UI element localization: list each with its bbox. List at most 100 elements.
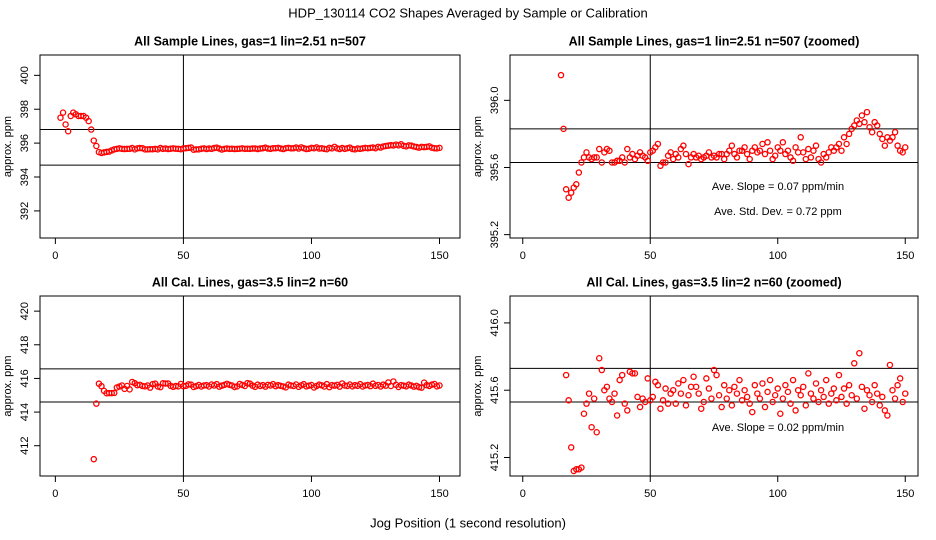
data-point [705, 385, 713, 392]
data-point [889, 134, 896, 141]
data-point [766, 147, 774, 154]
data-point [87, 126, 95, 133]
x-tick-label: 50 [644, 488, 656, 500]
data-point [856, 349, 863, 357]
data-point [629, 370, 636, 377]
data-point [90, 455, 98, 463]
data-point [756, 395, 764, 402]
data-point [784, 147, 792, 154]
data-point [567, 444, 575, 451]
data-point [828, 390, 835, 397]
x-tick-label: 150 [430, 488, 448, 500]
data-point [894, 381, 901, 389]
data-point [685, 392, 692, 399]
data-point [891, 128, 899, 136]
data-point [680, 376, 687, 384]
data-point [822, 154, 830, 161]
data-point [782, 381, 789, 389]
data-point [672, 400, 680, 407]
data-point [575, 169, 583, 176]
data-point [805, 370, 812, 377]
data-point [899, 149, 906, 156]
data-point [682, 402, 690, 409]
data-point [868, 398, 876, 406]
data-point [608, 398, 616, 406]
data-point [659, 159, 667, 166]
data-point [800, 383, 807, 391]
data-point [851, 360, 858, 367]
data-point [736, 147, 743, 154]
data-point [90, 137, 98, 144]
x-tick-label: 150 [430, 250, 448, 262]
data-point [858, 112, 866, 119]
data-point [751, 144, 759, 151]
x-tick-label: 0 [520, 250, 526, 262]
data-point [708, 395, 715, 402]
data-point [840, 134, 848, 141]
data-point [185, 381, 192, 388]
data-point [244, 379, 251, 387]
data-point [749, 408, 756, 416]
data-point [657, 405, 664, 412]
data-point [126, 386, 133, 393]
x-tick-label: 0 [52, 488, 58, 500]
data-point [835, 371, 843, 379]
data-point [746, 155, 753, 163]
data-point [812, 380, 820, 387]
plot-frame [39, 295, 461, 477]
y-tick-label: 396.0 [489, 87, 501, 115]
data-point [433, 145, 441, 152]
data-point [876, 130, 884, 138]
data-point [792, 407, 799, 414]
data-point [85, 117, 92, 125]
data-point [731, 383, 738, 391]
data-point [690, 373, 697, 380]
data-point [621, 159, 629, 166]
y-tick-label: 412 [19, 437, 31, 455]
data-point [598, 159, 606, 166]
data-point [899, 398, 906, 406]
data-point [669, 386, 677, 394]
data-point [685, 160, 692, 168]
data-point [616, 376, 623, 384]
data-point [596, 354, 603, 362]
data-point [868, 128, 876, 136]
data-point [578, 159, 585, 166]
data-point [588, 423, 595, 431]
data-point [723, 395, 731, 402]
data-point [764, 388, 771, 396]
data-point [759, 380, 766, 387]
data-point [879, 393, 886, 401]
data-point [830, 385, 838, 392]
data-point [756, 147, 764, 154]
data-point [746, 400, 753, 407]
data-point [769, 398, 776, 406]
data-point [728, 402, 736, 409]
data-point [733, 390, 741, 397]
data-point [866, 392, 873, 399]
data-point [736, 376, 743, 384]
data-point [415, 383, 423, 391]
data-point [848, 392, 855, 399]
data-point [598, 366, 606, 374]
data-point [644, 375, 651, 382]
panel-title: All Sample Lines, gas=1 lin=2.51 n=507 (… [569, 34, 860, 48]
y-tick-label: 414 [19, 403, 31, 421]
data-point [62, 121, 69, 128]
data-point [560, 125, 567, 133]
data-point [662, 159, 669, 166]
y-tick-label: 420 [19, 302, 31, 320]
x-tick-label: 50 [644, 250, 656, 262]
data-point [815, 398, 822, 406]
data-point [64, 127, 72, 135]
data-point [565, 397, 572, 404]
data-point [843, 140, 850, 148]
data-point [618, 371, 626, 379]
data-point [741, 386, 748, 394]
data-point [613, 157, 621, 165]
data-point [810, 147, 817, 154]
data-point [863, 386, 871, 394]
x-tick-label: 0 [52, 250, 58, 262]
data-point [789, 376, 797, 384]
